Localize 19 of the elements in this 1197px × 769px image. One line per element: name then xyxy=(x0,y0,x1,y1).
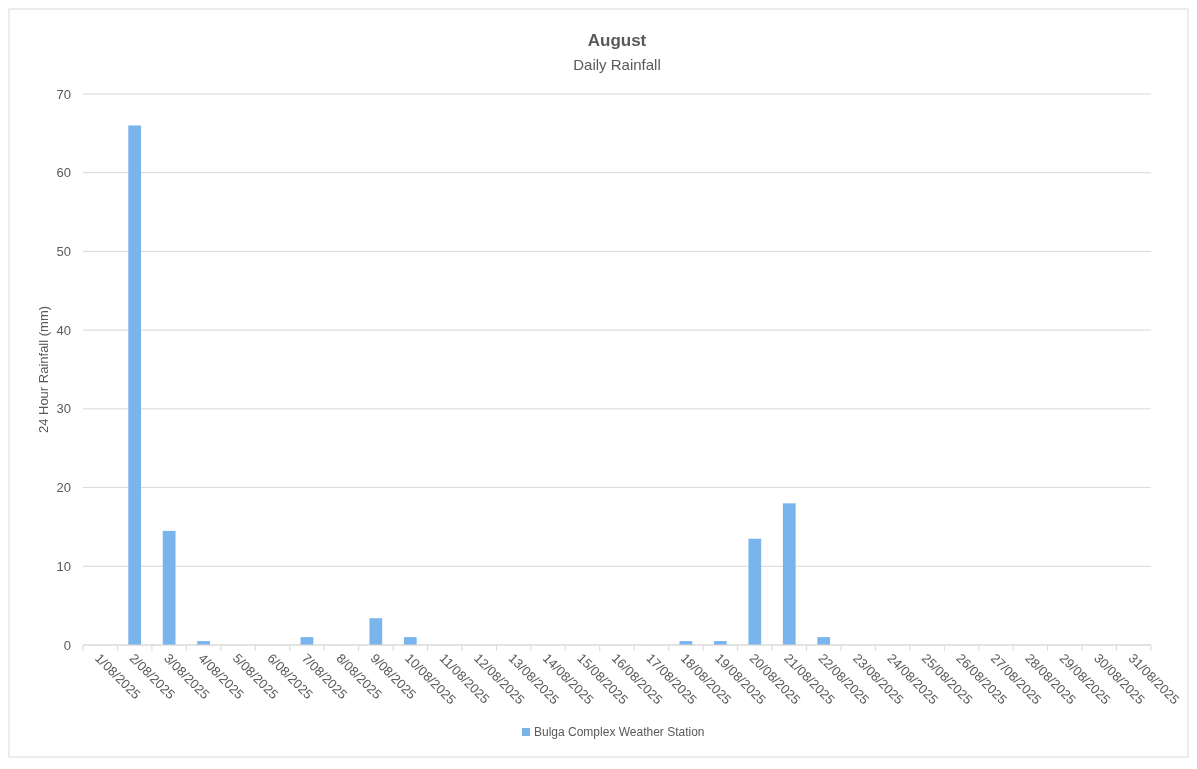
y-tick-label: 0 xyxy=(63,637,71,653)
y-tick-label: 60 xyxy=(56,165,71,181)
legend-label: Bulga Complex Weather Station xyxy=(534,725,705,739)
y-tick-label: 50 xyxy=(56,243,71,259)
chart-title: August xyxy=(587,31,647,50)
bar xyxy=(817,637,831,645)
bar xyxy=(782,503,796,645)
chart-subtitle: Daily Rainfall xyxy=(573,56,661,73)
bar xyxy=(403,637,417,645)
y-tick-label: 10 xyxy=(56,558,71,574)
y-tick-label: 40 xyxy=(56,322,71,338)
bar xyxy=(748,538,762,645)
bar xyxy=(162,530,176,645)
bar xyxy=(128,125,142,645)
y-axis-title: 24 Hour Rainfall (mm) xyxy=(36,305,51,434)
y-tick-label: 20 xyxy=(56,480,71,496)
y-tick-label: 70 xyxy=(56,86,71,102)
bar xyxy=(369,618,383,645)
y-tick-label: 30 xyxy=(56,401,71,417)
